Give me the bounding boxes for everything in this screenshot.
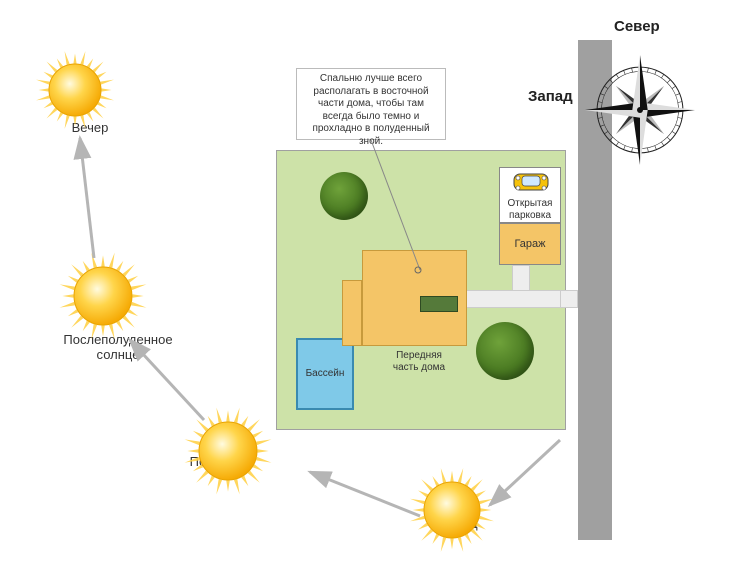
compass-north-label: Север [614,18,660,35]
road [578,40,612,540]
open-parking: Открытая парковка [499,167,561,223]
tree-icon [476,322,534,380]
parking-label: Открытая парковка [500,198,560,222]
house-wing [342,280,362,346]
pool-label: Бассейн [298,368,352,380]
path-segment [560,290,578,308]
garage: Гараж [499,223,561,265]
pool: Бассейн [296,338,354,410]
tree-icon [320,172,368,220]
bedroom-callout: Спальню лучше всего располагать в восточ… [296,68,446,140]
diagram-stage: Бассейн Передняя часть дома Открытая пар… [0,0,750,577]
sun-label-evening: Вечер [20,120,160,135]
house-door [420,296,458,312]
sun-label-afternoon: Послеполуденное солнце [48,332,188,362]
sun-label-sunrise: Восход [386,516,526,531]
sun-label-noon: Полдень [146,454,286,469]
car-icon [500,168,562,198]
compass-west-label: Запад [528,88,573,105]
garage-label: Гараж [500,224,560,264]
house-label: Передняя часть дома [374,350,464,374]
